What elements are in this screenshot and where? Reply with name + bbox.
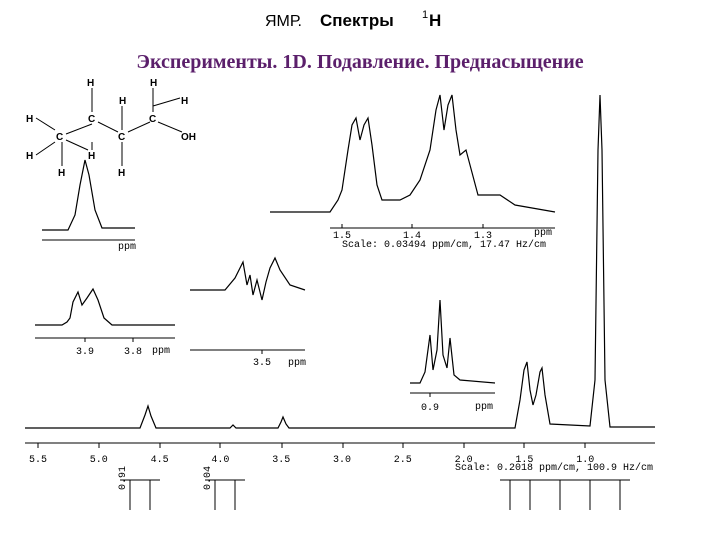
main-spectrum <box>25 94 655 429</box>
inset-unit: ppm <box>118 242 136 253</box>
title-sup: 1 <box>422 9 428 21</box>
inset-top-spectrum <box>270 94 556 213</box>
inset-top-axis <box>330 224 555 229</box>
inset-unit: ppm <box>534 228 552 239</box>
inset-unit: ppm <box>288 358 306 369</box>
atom-label: H <box>181 96 188 107</box>
title-c: H <box>429 11 441 30</box>
main-tick-label: 5.0 <box>90 455 108 466</box>
inset-tick-label: 1.4 <box>403 231 421 242</box>
atom-label: H <box>88 151 95 162</box>
main-tick-label: 4.0 <box>211 455 229 466</box>
inset-09-axis <box>410 392 495 397</box>
inset-39-spectrum <box>35 287 175 326</box>
inset-39-axis <box>35 337 175 342</box>
inset-tick-label: 3.8 <box>124 347 142 358</box>
main-tick-label: 1.5 <box>515 455 533 466</box>
main-tick-label: 1.0 <box>576 455 594 466</box>
integral-label: 0.91 <box>118 466 129 490</box>
atom-label: C <box>88 114 95 125</box>
main-tick-label: 2.5 <box>394 455 412 466</box>
main-axis <box>25 442 655 448</box>
inset-tick-label: 0.9 <box>421 403 439 414</box>
inset-tick-label: 3.5 <box>253 358 271 369</box>
inset-09-spectrum <box>410 299 496 384</box>
atom-label: H <box>58 168 65 179</box>
atom-label: H <box>26 151 33 162</box>
integral-marks <box>120 479 630 510</box>
subtitle: Эксперименты. 1D. Подавление. Преднасыще… <box>136 51 583 73</box>
inset-unit: ppm <box>475 402 493 413</box>
atom-label: C <box>56 132 63 143</box>
title-b: Спектры <box>320 11 394 30</box>
atom-label: OH <box>181 132 196 143</box>
inset-left-spectrum <box>42 159 135 231</box>
inset-35-axis <box>190 349 305 354</box>
main-tick-label: 3.5 <box>272 455 290 466</box>
atom-label: H <box>150 78 157 89</box>
inset-scale: Scale: 0.03494 ppm/cm, 17.47 Hz/cm <box>342 239 546 251</box>
atom-label: C <box>118 132 125 143</box>
main-tick-label: 2.0 <box>455 455 473 466</box>
atom-label: H <box>87 78 94 89</box>
spectra <box>25 94 655 510</box>
inset-35-spectrum <box>190 256 306 301</box>
atom-label: H <box>118 168 125 179</box>
inset-unit: ppm <box>152 346 170 357</box>
main-tick-label: 5.5 <box>29 455 47 466</box>
main-tick-label: 3.0 <box>333 455 351 466</box>
atom-label: H <box>26 114 33 125</box>
inset-tick-label: 3.9 <box>76 347 94 358</box>
integral-label: 0.04 <box>203 466 214 490</box>
main-scale: Scale: 0.2018 ppm/cm, 100.9 Hz/cm <box>455 462 653 474</box>
inset-tick-label: 1.3 <box>474 231 492 242</box>
atom-label: C <box>149 114 156 125</box>
main-tick-label: 4.5 <box>151 455 169 466</box>
inset-tick-label: 1.5 <box>333 231 351 242</box>
atom-label: H <box>119 96 126 107</box>
molecule-bonds <box>35 88 183 166</box>
title-a: ЯМР. <box>265 13 302 30</box>
